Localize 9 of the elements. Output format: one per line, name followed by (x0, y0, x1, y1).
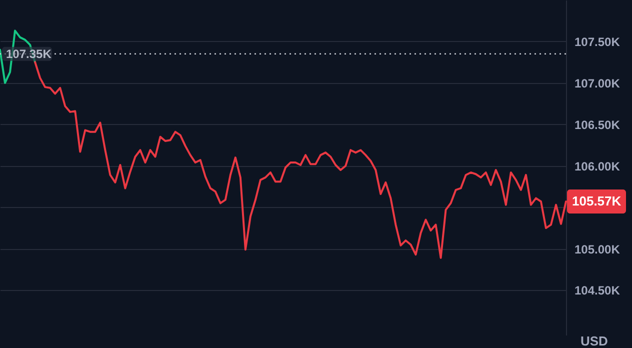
ref-line-label: 107.35K (6, 46, 52, 61)
y-tick-label: 106.00K (574, 159, 620, 174)
y-tick-label: 104.50K (574, 284, 620, 298)
y-tick-label: 105.00K (574, 242, 620, 256)
text: 105.57K (572, 194, 622, 208)
y-tick-label: 107.50K (574, 34, 620, 49)
y-tick-label: 106.50K (574, 118, 620, 132)
y-tick-label: 107.00K (574, 76, 620, 90)
y-axis-title: USD (580, 334, 608, 348)
